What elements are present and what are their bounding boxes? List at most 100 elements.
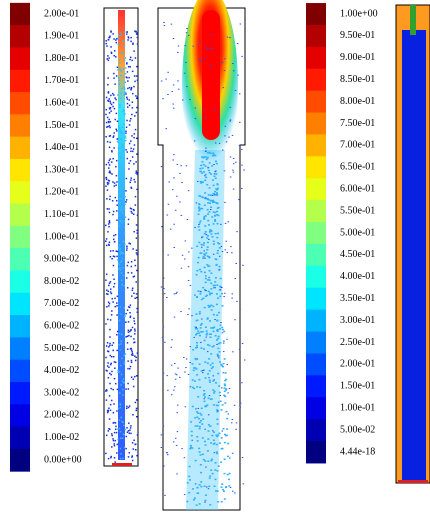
vector (116, 256, 118, 257)
vector (163, 426, 165, 427)
vector (127, 106, 128, 108)
vector (123, 425, 125, 427)
vector (113, 278, 115, 280)
vector (213, 185, 215, 187)
vector (131, 60, 133, 62)
vector (203, 216, 205, 218)
vector (113, 356, 115, 358)
vector (110, 110, 112, 112)
vector (124, 363, 126, 365)
vector (216, 453, 218, 455)
legend-swatch (10, 25, 30, 48)
vector (129, 405, 131, 407)
vector (116, 432, 118, 434)
vector (130, 66, 132, 68)
vector (189, 99, 191, 100)
vector (109, 127, 111, 128)
vector (234, 319, 236, 320)
vector (118, 408, 120, 410)
vector (196, 246, 198, 248)
vector (219, 266, 221, 268)
legend-label: 1.50e-01 (340, 381, 375, 392)
vector (203, 164, 205, 166)
vector (197, 396, 199, 398)
vector (204, 258, 206, 259)
vector (131, 354, 133, 356)
vector (110, 374, 112, 376)
vector (117, 94, 119, 96)
vector (207, 460, 209, 462)
vector (230, 119, 232, 120)
vector (208, 211, 210, 213)
vector (136, 375, 138, 377)
vector (112, 250, 114, 252)
vector (114, 119, 116, 121)
vector (124, 204, 126, 206)
vector (199, 171, 201, 173)
vector (203, 253, 205, 255)
vector (204, 205, 206, 207)
vector (242, 343, 244, 344)
vector (224, 391, 226, 393)
vector (196, 327, 198, 328)
vector (207, 167, 209, 168)
vector (105, 40, 107, 42)
vector (125, 313, 127, 315)
vector (116, 160, 118, 162)
vector (125, 81, 127, 83)
vector (228, 479, 230, 481)
fields (104, 0, 430, 510)
vector (136, 189, 138, 191)
vector (128, 456, 130, 458)
vector (136, 408, 138, 410)
vector (202, 372, 204, 373)
vector (202, 257, 204, 259)
vector (216, 183, 218, 185)
vector (202, 287, 204, 289)
vector (109, 199, 111, 201)
vector (119, 193, 121, 195)
vector (224, 202, 226, 203)
vector (210, 194, 212, 196)
vector (130, 427, 132, 429)
vector (217, 297, 219, 299)
vector (128, 432, 130, 434)
vector (204, 485, 206, 487)
vector (230, 107, 232, 108)
vector (220, 325, 222, 327)
vector (200, 165, 202, 167)
vector (161, 434, 163, 435)
vector (222, 251, 224, 252)
vector (186, 32, 188, 33)
vector (179, 201, 181, 202)
vector (215, 434, 217, 436)
vector (117, 296, 119, 298)
vector (173, 84, 175, 85)
vector (229, 458, 231, 459)
vector (112, 298, 114, 300)
vector (216, 304, 218, 306)
vector (112, 200, 114, 202)
vector (125, 201, 127, 203)
vector (135, 265, 137, 267)
vector (205, 46, 207, 47)
vector (213, 243, 215, 245)
vector (205, 151, 207, 152)
vector (215, 490, 217, 492)
vector (106, 370, 108, 372)
vector (121, 157, 123, 159)
vector (203, 390, 205, 392)
vector (225, 379, 227, 381)
vector (199, 413, 201, 415)
vector (203, 256, 205, 258)
vector (110, 102, 112, 104)
vector (237, 75, 239, 76)
legend-swatch (10, 3, 30, 26)
vector (223, 343, 225, 344)
vector (133, 50, 135, 52)
vector (175, 210, 177, 211)
vector (112, 214, 114, 216)
screen: 2.00e-011.90e-011.80e-011.70e-011.60e-01… (0, 0, 430, 515)
vector (223, 340, 225, 342)
vector (129, 105, 131, 107)
